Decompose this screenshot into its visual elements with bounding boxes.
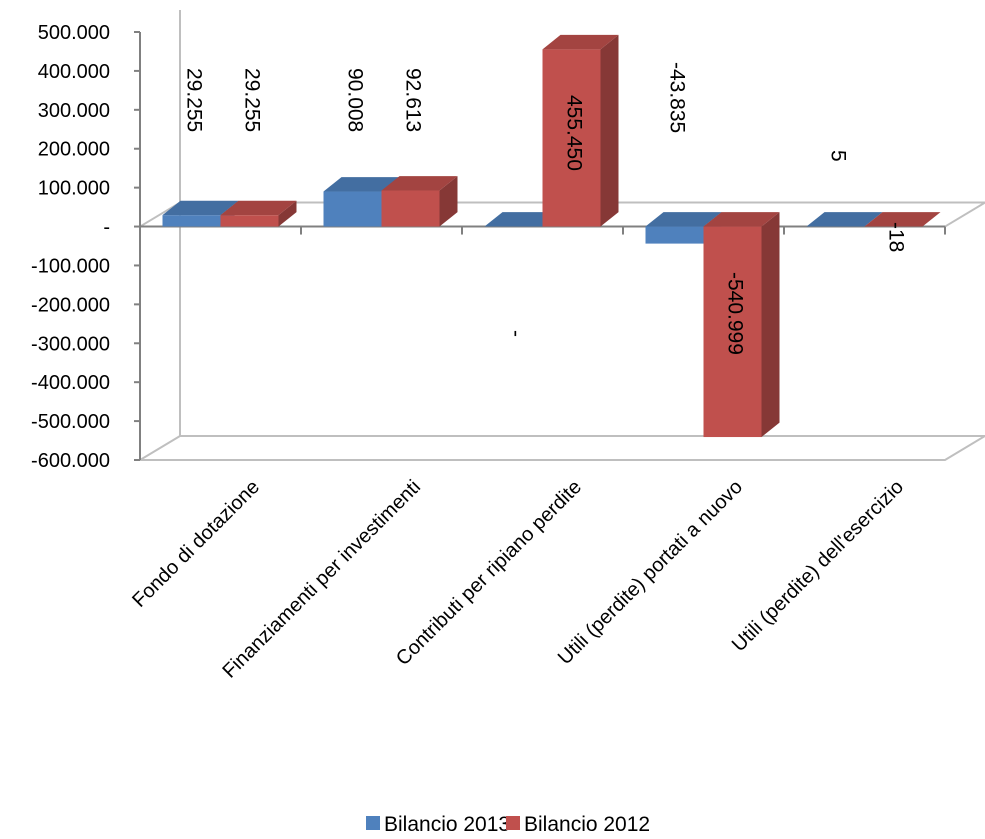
floor [136,435,985,461]
legend-item: Bilancio 2013 [366,813,510,836]
data-label: -540.999 [724,272,747,355]
data-label: 455.450 [563,95,586,171]
y-axis: 500.000 400.000 300.000 200.000 100.000 - -100… [31,22,946,472]
y-tick-label: -100.000 [31,255,110,277]
bar-bilancio-2012 [864,212,941,227]
y-tick-label: -400.000 [31,372,110,394]
x-tick-label: Utili (perdite) portati a nuovo [554,476,747,669]
bar-top [703,212,780,227]
bar-bilancio-2013 [806,212,883,227]
legend-swatch [366,816,380,830]
legend: Bilancio 2013 Bilancio 2012 [366,813,650,836]
bar-front [323,191,382,227]
bar-top [645,212,722,227]
bar-top [484,212,561,227]
bar-top [220,200,297,216]
y-tick-label: -600.000 [31,450,110,472]
bar-front [381,190,440,227]
data-labels: 29.255 29.255 90.008 92.613 - 455.450 -43.835 -… [183,62,908,355]
data-label: -43.835 [666,62,689,133]
y-tick-label: - [103,217,110,239]
zero-plane-right [944,201,985,228]
bar-side [864,212,883,227]
bar-side [278,200,297,227]
bar-top [323,177,400,192]
bar-bilancio-2012 [381,176,458,227]
y-tick-label: 100.000 [38,178,110,200]
bar-side [600,34,619,227]
data-label: 92.613 [402,68,425,132]
bar-bilancio-2012 [703,212,780,438]
bar-front [645,226,704,244]
bar-front [542,49,601,227]
bar-side [761,212,780,438]
legend-label: Bilancio 2012 [524,813,650,836]
bar-top [381,176,458,191]
bar-front [162,215,221,227]
bar-bilancio-2012 [542,34,619,227]
x-tick-label: Utili (perdite) dell'esercizio [728,476,908,656]
y-tick-label: 300.000 [38,100,110,122]
bar-top [162,200,239,216]
data-label: 90.008 [344,68,367,132]
x-tick-label: Fondo di dotazione [128,476,264,612]
bar-top [806,212,883,227]
data-label: - [505,330,528,337]
bar-bilancio-2013 [484,212,561,227]
bar-front [703,226,762,438]
data-label: 29.255 [241,68,264,132]
data-label: 5 [827,150,850,162]
y-tick-label: 500.000 [38,22,110,44]
bar-bilancio-2012 [220,200,297,227]
legend-item: Bilancio 2012 [506,813,650,836]
data-label: -18 [885,222,908,252]
y-tick-label: -200.000 [31,294,110,316]
bars [162,34,941,438]
legend-label: Bilancio 2013 [384,813,510,836]
bar-top [864,212,941,227]
bar-front [220,215,279,227]
bar-side [922,212,941,227]
y-tick-label: -300.000 [31,333,110,355]
x-tick-label: Contributi per ripiano perdite [392,476,586,670]
data-label: 29.255 [183,68,206,132]
bar-side [439,176,458,227]
y-tick-label: 400.000 [38,61,110,83]
y-tick-label: -500.000 [31,411,110,433]
y-tick-label: 200.000 [38,139,110,161]
bar-top [542,34,619,50]
legend-swatch [506,816,520,830]
